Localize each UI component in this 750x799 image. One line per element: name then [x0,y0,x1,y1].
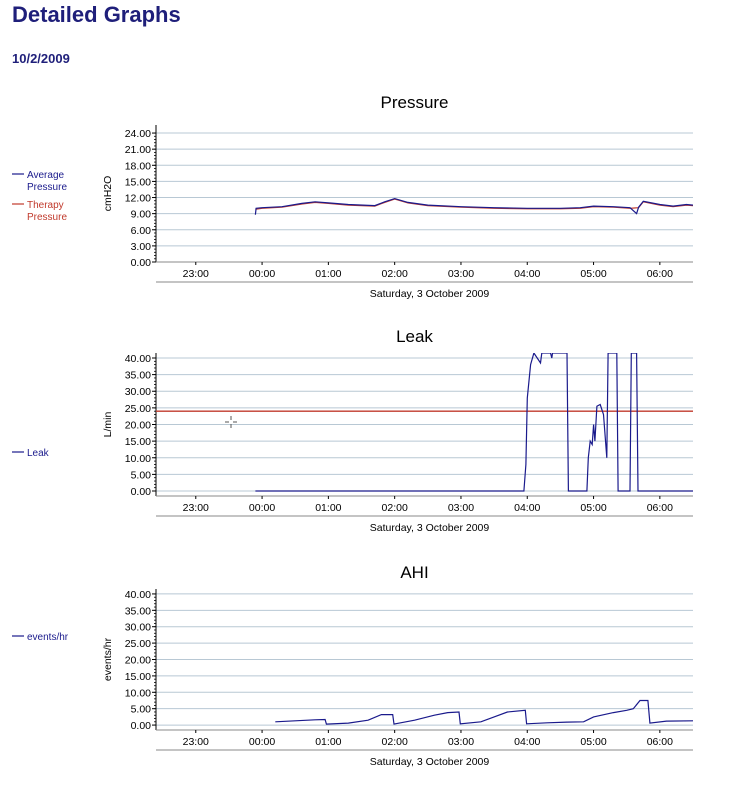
x-tick-label: 01:00 [315,502,341,514]
y-tick-label: 30.00 [125,622,151,634]
page-title: Detailed Graphs [12,2,181,27]
y-axis-title: events/hr [102,637,114,681]
x-tick-label: 00:00 [249,502,275,514]
x-tick-label: 03:00 [448,268,474,280]
y-tick-label: 40.00 [125,589,151,601]
y-tick-label: 21.00 [125,144,151,156]
x-tick-label: 05:00 [580,502,606,514]
legend-label: Leak [27,448,50,459]
x-tick-label: 23:00 [183,502,209,514]
legend-label-line: Therapy [27,200,64,211]
y-tick-label: 15.00 [125,436,151,448]
x-tick-label: 05:00 [580,268,606,280]
chart-title: Pressure [380,93,448,112]
x-tick-label: 01:00 [315,736,341,748]
y-tick-label: 20.00 [125,420,151,432]
y-tick-label: 0.00 [131,720,152,732]
x-tick-label: 06:00 [647,268,673,280]
x-tick-label: 23:00 [183,268,209,280]
x-tick-label: 05:00 [580,736,606,748]
y-tick-label: 35.00 [125,370,151,382]
series-line-events-hr [275,699,693,725]
x-axis-title: Saturday, 3 October 2009 [370,288,490,300]
crosshair-cursor-icon [225,416,237,428]
x-tick-label: 04:00 [514,502,540,514]
y-tick-label: 10.00 [125,687,151,699]
x-axis-title: Saturday, 3 October 2009 [370,756,490,768]
legend-label-line: Pressure [27,212,67,223]
y-tick-label: 24.00 [125,128,151,140]
x-tick-label: 02:00 [382,502,408,514]
x-tick-label: 02:00 [382,268,408,280]
y-tick-label: 10.00 [125,453,151,465]
y-tick-label: 6.00 [131,225,152,237]
y-tick-label: 15.00 [125,176,151,188]
y-tick-label: 25.00 [125,403,151,415]
x-tick-label: 01:00 [315,268,341,280]
y-tick-label: 30.00 [125,386,151,398]
legend-label-line: Pressure [27,182,67,193]
y-tick-label: 9.00 [131,209,152,221]
x-tick-label: 00:00 [249,268,275,280]
y-axis-title: cmH2O [102,176,114,212]
legend-label: Therapy Pressure [27,200,67,223]
series-line-leak [255,353,693,492]
y-tick-label: 20.00 [125,655,151,667]
y-tick-label: 5.00 [131,469,152,481]
legend-label-line: Average [27,170,65,181]
chart-pressure: Pressure 0.00 3.00 6.00 9.00 12.00 15.00 18.00 2… [12,93,693,300]
report-date: 10/2/2009 [12,51,70,66]
y-tick-label: 12.00 [125,193,151,205]
y-tick-label: 3.00 [131,241,152,253]
legend-label: Average Pressure [27,170,67,193]
x-tick-label: 00:00 [249,736,275,748]
y-axis-title: L/min [102,412,114,438]
x-tick-label: 04:00 [514,268,540,280]
x-tick-label: 06:00 [647,736,673,748]
y-tick-label: 40.00 [125,353,151,365]
y-tick-label: 0.00 [131,486,152,498]
x-tick-label: 06:00 [647,502,673,514]
y-tick-label: 15.00 [125,671,151,683]
x-tick-label: 04:00 [514,736,540,748]
x-axis-title: Saturday, 3 October 2009 [370,522,490,534]
y-tick-label: 0.00 [131,257,152,269]
series-line-average-pressure [254,197,693,215]
x-tick-label: 02:00 [382,736,408,748]
x-tick-label: 03:00 [448,502,474,514]
y-tick-label: 35.00 [125,605,151,617]
legend-label: events/hr [27,632,69,643]
x-tick-label: 03:00 [448,736,474,748]
x-tick-label: 23:00 [183,736,209,748]
chart-leak: Leak 0.00 5.00 10.00 15.00 20.00 25.00 30.00 35.… [12,327,693,534]
y-tick-label: 25.00 [125,638,151,650]
chart-title: Leak [396,327,433,346]
chart-title: AHI [400,563,428,582]
y-tick-label: 18.00 [125,160,151,172]
chart-ahi: AHI 0.00 5.00 10.00 15.00 20.00 25.00 30.00 35.0… [12,563,693,768]
y-tick-label: 5.00 [131,704,152,716]
